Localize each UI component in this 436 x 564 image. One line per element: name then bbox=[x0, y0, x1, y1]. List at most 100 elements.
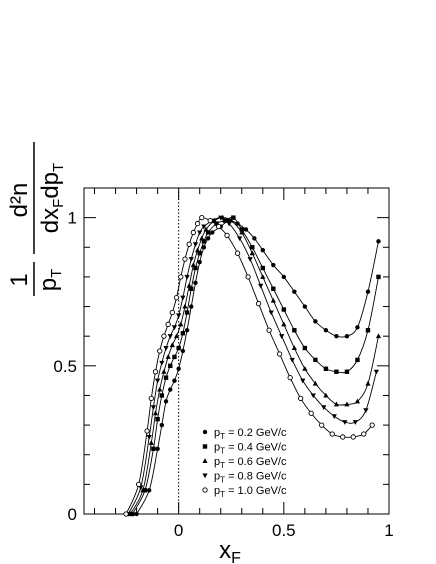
data-point bbox=[281, 321, 287, 327]
data-point bbox=[201, 239, 207, 244]
data-point bbox=[157, 386, 163, 392]
data-point bbox=[271, 262, 276, 268]
data-point bbox=[331, 414, 337, 419]
data-point bbox=[172, 378, 177, 383]
data-point bbox=[171, 325, 178, 331]
data-point bbox=[180, 295, 186, 301]
data-point bbox=[252, 236, 257, 241]
legend-entry: pT = 0.6 GeV/c bbox=[214, 456, 287, 470]
data-point bbox=[224, 232, 230, 239]
data-point bbox=[189, 304, 194, 309]
data-point bbox=[199, 214, 205, 221]
data-point bbox=[184, 274, 190, 280]
y-label-numerator-one: 1 bbox=[6, 273, 33, 286]
x-tick-label: 1 bbox=[384, 521, 393, 540]
data-point bbox=[214, 221, 219, 226]
legend-sub: T bbox=[220, 461, 225, 470]
data-point bbox=[205, 230, 211, 235]
data-point bbox=[323, 366, 329, 371]
data-point bbox=[165, 321, 171, 327]
data-point bbox=[192, 242, 199, 248]
data-point bbox=[298, 395, 304, 402]
legend-marker bbox=[202, 473, 208, 479]
data-point bbox=[245, 274, 251, 280]
legend-sub: T bbox=[220, 476, 225, 485]
legend-entry: pT = 1.0 GeV/c bbox=[214, 485, 287, 499]
data-point bbox=[365, 380, 371, 386]
data-point bbox=[291, 345, 297, 351]
data-point bbox=[161, 368, 167, 374]
data-point bbox=[363, 408, 369, 414]
data-point bbox=[155, 378, 161, 384]
data-point bbox=[373, 369, 379, 375]
data-point bbox=[201, 224, 207, 230]
y-tick-label: 0.5 bbox=[53, 357, 77, 376]
legend-label: = 0.4 GeV/c bbox=[225, 442, 287, 454]
data-point bbox=[197, 259, 202, 265]
data-point bbox=[292, 289, 297, 294]
data-point bbox=[136, 481, 142, 488]
data-point bbox=[313, 319, 318, 324]
data-point bbox=[180, 331, 186, 336]
data-point bbox=[226, 221, 232, 227]
data-point bbox=[323, 392, 329, 398]
data-point bbox=[152, 369, 159, 375]
x-tick-label: 0.5 bbox=[272, 521, 296, 540]
data-point bbox=[361, 431, 367, 437]
data-point bbox=[176, 345, 181, 351]
data-point bbox=[234, 250, 241, 256]
data-point bbox=[302, 304, 308, 309]
data-point bbox=[210, 230, 215, 235]
y-label-T2: T bbox=[50, 163, 67, 172]
data-point bbox=[350, 434, 356, 440]
data-point bbox=[313, 357, 318, 363]
data-point bbox=[151, 446, 156, 451]
data-point bbox=[237, 236, 243, 242]
legend-p: p bbox=[214, 427, 220, 439]
data-point bbox=[165, 354, 171, 359]
data-point bbox=[302, 365, 308, 371]
legend-entry: pT = 0.2 GeV/c bbox=[214, 427, 287, 441]
data-point bbox=[190, 262, 196, 268]
data-point bbox=[239, 229, 245, 235]
data-point bbox=[310, 393, 316, 399]
data-point bbox=[173, 333, 180, 339]
data-point bbox=[260, 248, 265, 253]
data-point bbox=[186, 283, 192, 288]
legend-marker bbox=[202, 429, 208, 435]
data-point bbox=[189, 286, 194, 291]
data-point bbox=[140, 487, 146, 493]
y-label-T: T bbox=[48, 269, 65, 278]
data-point bbox=[355, 357, 360, 363]
data-point bbox=[176, 366, 181, 371]
data-point bbox=[321, 405, 327, 411]
data-point bbox=[375, 333, 382, 339]
series-1 bbox=[130, 215, 381, 517]
data-point bbox=[218, 215, 224, 221]
data-point bbox=[289, 357, 295, 363]
data-point bbox=[193, 280, 198, 286]
data-point bbox=[287, 375, 293, 381]
y-label-pT: pT bbox=[35, 269, 65, 292]
y-label-p: p bbox=[35, 278, 62, 291]
y-label-d2n: d²n bbox=[6, 183, 33, 218]
data-point bbox=[144, 428, 150, 434]
data-point bbox=[260, 265, 265, 271]
data-point bbox=[334, 333, 339, 339]
data-point bbox=[340, 434, 346, 440]
data-point bbox=[178, 321, 184, 327]
legend-entry: pT = 0.4 GeV/c bbox=[214, 442, 287, 456]
data-point bbox=[300, 378, 306, 384]
data-point bbox=[268, 310, 274, 316]
data-point bbox=[323, 328, 329, 333]
data-point bbox=[159, 422, 165, 428]
data-point bbox=[182, 256, 188, 262]
data-point bbox=[319, 422, 325, 428]
data-point bbox=[123, 511, 129, 517]
data-point bbox=[130, 511, 135, 517]
data-point bbox=[169, 309, 175, 316]
legend-marker bbox=[202, 458, 208, 463]
data-point bbox=[155, 416, 160, 422]
data-point bbox=[352, 420, 358, 425]
data-point bbox=[176, 313, 182, 319]
